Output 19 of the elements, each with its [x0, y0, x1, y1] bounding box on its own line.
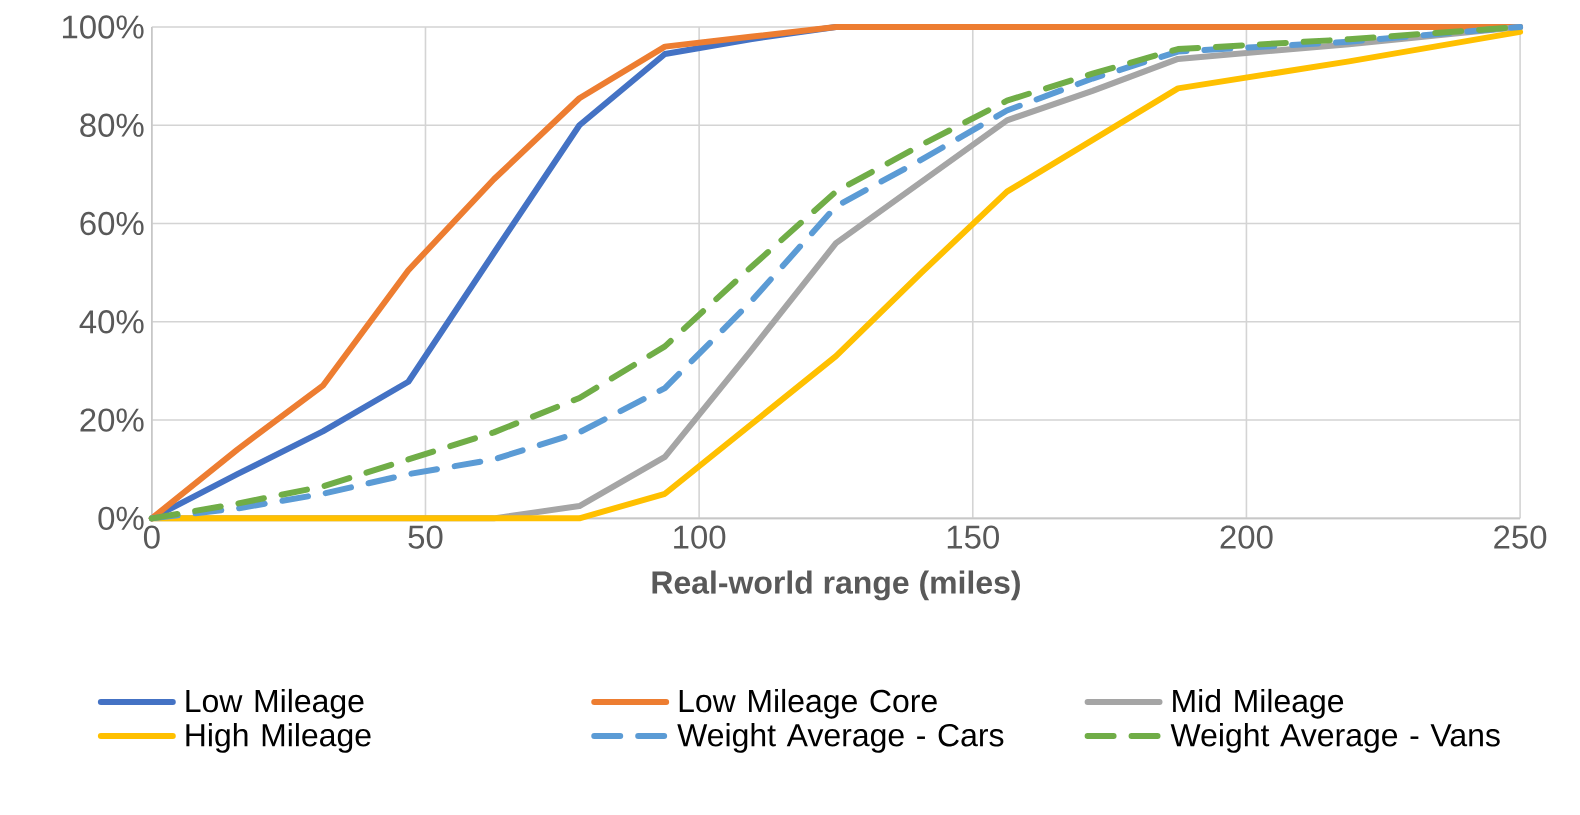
legend-label: Weight Average - Cars [677, 723, 1004, 753]
x-tick-label: 250 [1494, 525, 1547, 549]
y-tick-label: 0% [98, 506, 144, 531]
x-axis-title: Real-world range (miles) [652, 570, 1020, 601]
legend-label: Low Mileage Core [679, 688, 937, 719]
x-tick-label: 150 [947, 525, 999, 549]
x-tick-label: 200 [1220, 525, 1273, 549]
y-tick-label: 20% [80, 408, 144, 432]
legend-label: Mid Mileage [1173, 688, 1344, 719]
y-tick-label: 80% [80, 113, 144, 137]
legend-label: Low Mileage [186, 688, 364, 719]
legend-label: High Mileage [186, 723, 371, 753]
x-tick-label: 50 [408, 525, 443, 549]
x-tick-label: 100 [674, 525, 726, 549]
y-tick-label: 60% [80, 211, 144, 236]
y-tick-label: 40% [79, 310, 144, 334]
x-tick-label: 0 [143, 525, 160, 549]
y-tick-label: 100% [62, 15, 144, 39]
legend-label: Weight Average - Vans [1170, 723, 1500, 753]
